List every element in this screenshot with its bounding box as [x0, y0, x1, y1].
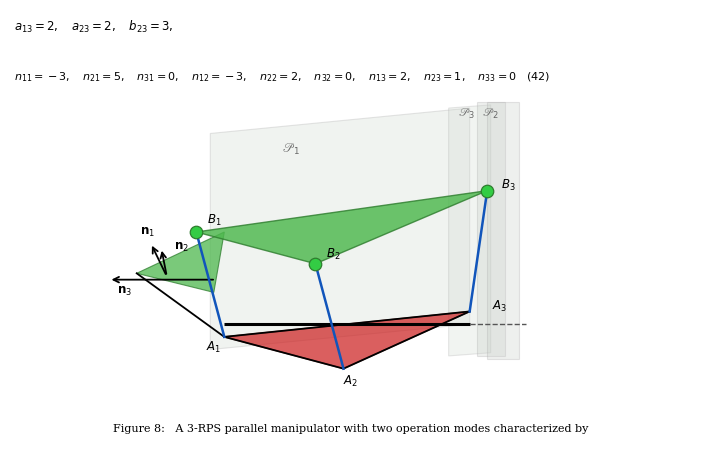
- Text: $n_{11} = -3, \quad n_{21} = 5, \quad n_{31} = 0, \quad n_{12} = -3, \quad n_{22: $n_{11} = -3, \quad n_{21} = 5, \quad n_…: [14, 70, 550, 84]
- Text: $\mathbf{n}_3$: $\mathbf{n}_3$: [117, 284, 132, 297]
- Text: $\mathbf{n}_1$: $\mathbf{n}_1$: [139, 226, 155, 239]
- Text: $A_1$: $A_1$: [206, 340, 222, 355]
- Text: $B_3$: $B_3$: [501, 178, 516, 193]
- Polygon shape: [477, 102, 505, 356]
- Polygon shape: [487, 102, 519, 359]
- Text: $\mathscr{P}_3$: $\mathscr{P}_3$: [458, 107, 475, 122]
- Text: $\mathscr{P}_2$: $\mathscr{P}_2$: [482, 107, 499, 122]
- Polygon shape: [210, 108, 470, 350]
- Polygon shape: [224, 311, 470, 369]
- Polygon shape: [449, 105, 491, 356]
- Text: $A_3$: $A_3$: [492, 299, 508, 314]
- Text: Figure 8:   A 3-RPS parallel manipulator with two operation modes characterized : Figure 8: A 3-RPS parallel manipulator w…: [113, 424, 588, 434]
- Text: $\mathbf{n}_2$: $\mathbf{n}_2$: [174, 241, 189, 254]
- Text: $A_2$: $A_2$: [343, 374, 358, 389]
- Text: $B_1$: $B_1$: [207, 213, 222, 228]
- Polygon shape: [196, 191, 487, 264]
- Text: $a_{13} = 2, \quad a_{23} = 2, \quad b_{23} = 3,$: $a_{13} = 2, \quad a_{23} = 2, \quad b_{…: [14, 19, 174, 35]
- Polygon shape: [137, 232, 224, 292]
- Text: $B_2$: $B_2$: [326, 247, 341, 262]
- Text: $\mathscr{P}_1$: $\mathscr{P}_1$: [282, 142, 300, 157]
